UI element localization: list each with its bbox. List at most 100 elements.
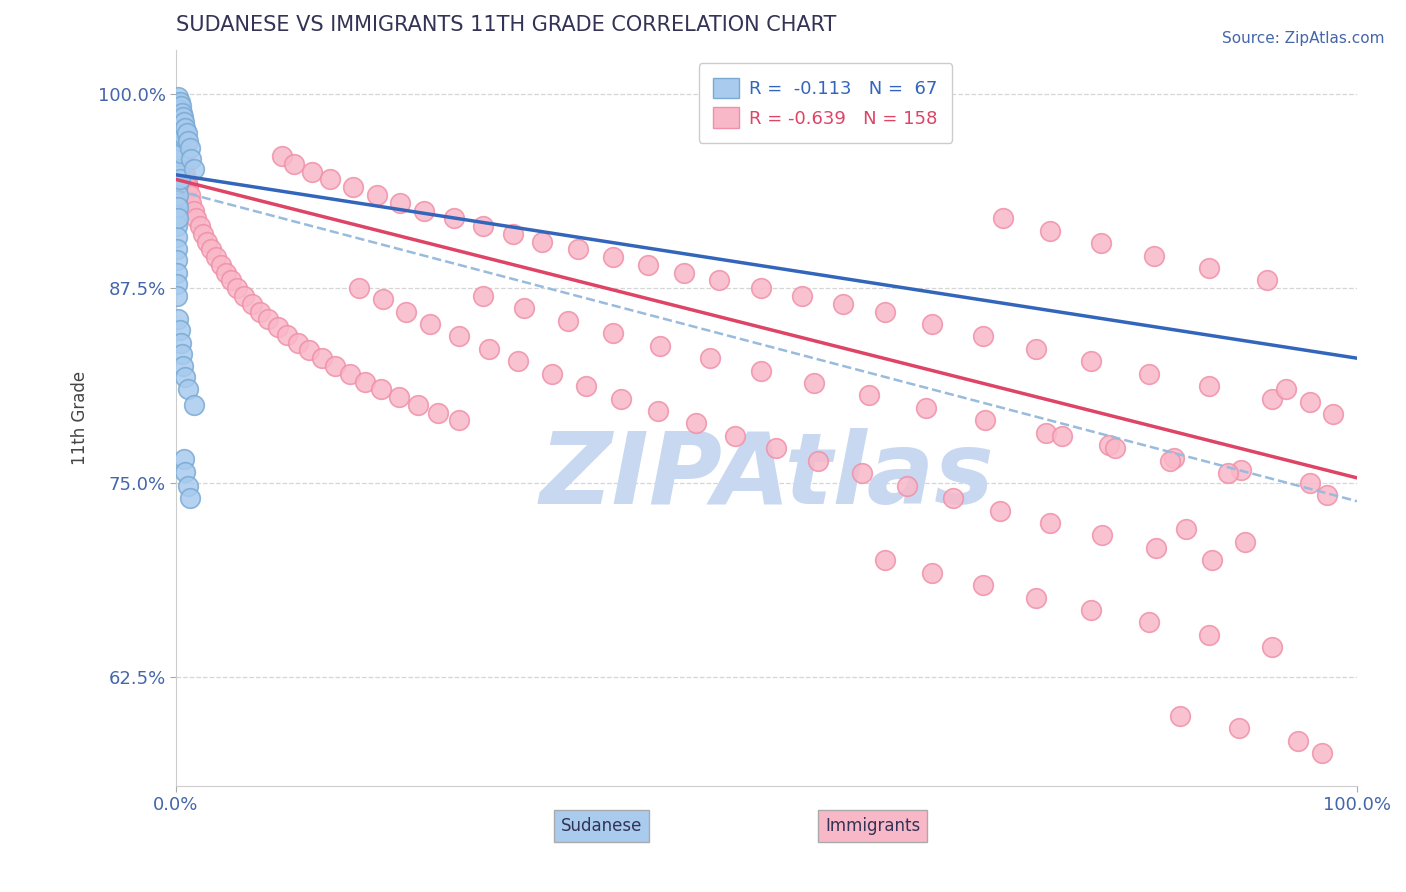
Point (170, 346, 193, 360)
Point (177, 478, 200, 492)
Point (540, 367, 562, 381)
Point (166, 149, 188, 163)
Point (166, 208, 188, 222)
Point (650, 339, 672, 353)
Point (166, 243, 188, 257)
Point (472, 219, 495, 233)
Point (873, 553, 896, 567)
Point (896, 478, 918, 492)
Point (647, 404, 669, 418)
Point (169, 172, 191, 186)
Point (339, 367, 361, 381)
Point (166, 195, 188, 210)
Point (972, 578, 994, 592)
Point (169, 113, 191, 128)
Point (167, 153, 190, 168)
Point (179, 141, 201, 155)
Point (173, 174, 195, 188)
Point (685, 417, 707, 431)
Point (1299, 394, 1322, 409)
Point (170, 149, 193, 163)
Point (167, 177, 190, 191)
Point (166, 266, 188, 280)
Point (449, 413, 471, 427)
Point (172, 110, 194, 124)
Point (166, 136, 188, 151)
Point (513, 301, 536, 316)
Point (166, 277, 188, 291)
Point (169, 103, 191, 117)
Point (170, 118, 193, 132)
Point (169, 126, 191, 140)
Point (166, 126, 188, 140)
Point (173, 115, 195, 129)
Point (1174, 522, 1197, 536)
Point (166, 253, 188, 268)
Point (709, 273, 731, 287)
Point (169, 149, 191, 163)
Point (200, 243, 222, 257)
Point (276, 327, 298, 342)
Point (167, 201, 190, 215)
Point (1080, 603, 1102, 617)
Point (166, 160, 188, 174)
Point (170, 186, 193, 201)
Point (1143, 249, 1166, 263)
Point (413, 203, 436, 218)
Point (249, 304, 271, 318)
Point (1218, 467, 1240, 481)
Point (167, 188, 190, 202)
Text: Immigrants: Immigrants (825, 817, 921, 835)
Text: Sudanese: Sudanese (561, 817, 643, 835)
Point (389, 195, 412, 210)
Point (184, 211, 207, 226)
Point (167, 201, 190, 215)
Point (443, 211, 465, 226)
Point (170, 110, 193, 124)
Point (176, 174, 198, 188)
Point (166, 115, 188, 129)
Point (172, 122, 194, 136)
Point (170, 143, 193, 157)
Point (195, 235, 218, 249)
Point (169, 172, 191, 186)
Point (366, 188, 388, 202)
Point (221, 273, 243, 287)
Point (167, 90, 190, 104)
Point (177, 382, 200, 396)
Point (508, 354, 530, 368)
Point (167, 130, 190, 145)
Point (370, 382, 392, 396)
Point (1090, 236, 1112, 251)
Point (942, 491, 965, 505)
Point (166, 149, 188, 163)
Point (1227, 721, 1250, 735)
Point (988, 503, 1011, 517)
Point (1137, 367, 1160, 381)
Point (287, 335, 309, 350)
Point (1275, 382, 1298, 396)
Point (723, 429, 745, 443)
Point (1310, 746, 1333, 760)
Point (170, 335, 193, 350)
Point (214, 266, 236, 280)
Point (174, 180, 197, 194)
Point (169, 185, 191, 199)
Point (921, 317, 943, 331)
Point (170, 122, 193, 136)
Point (170, 146, 193, 161)
Point (173, 128, 195, 143)
Point (170, 168, 193, 182)
Point (177, 180, 200, 194)
Point (170, 180, 193, 194)
Point (177, 134, 200, 148)
Point (167, 164, 190, 178)
Point (395, 304, 418, 318)
Point (371, 292, 394, 306)
Point (172, 169, 194, 184)
Point (167, 312, 190, 326)
Point (180, 195, 202, 210)
Point (167, 153, 190, 168)
Point (972, 329, 994, 343)
Point (166, 136, 188, 151)
